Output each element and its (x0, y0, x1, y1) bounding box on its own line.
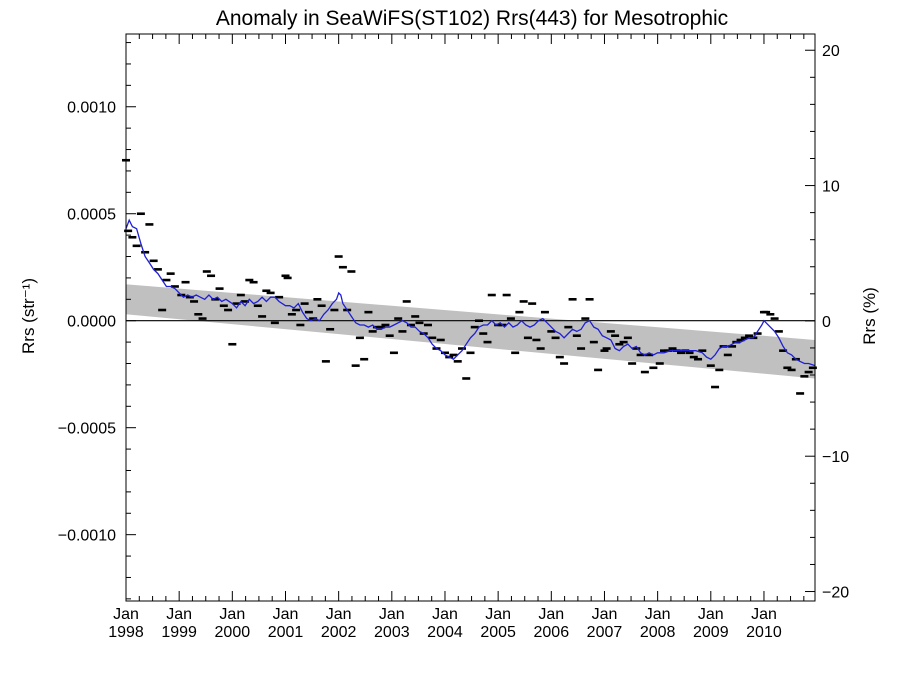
x-tick-year-label: 2008 (640, 624, 676, 641)
y-right-tick-label: 10 (822, 179, 840, 196)
x-tick-year-label: 2009 (693, 624, 729, 641)
x-tick-year-label: 2007 (587, 624, 623, 641)
x-tick-month-label: Jan (592, 606, 618, 623)
x-tick-month-label: Jan (166, 606, 192, 623)
x-tick-month-label: Jan (219, 606, 245, 623)
y-right-tick-label: 20 (822, 43, 840, 60)
x-tick-month-label: Jan (751, 606, 777, 623)
x-tick-month-label: Jan (273, 606, 299, 623)
x-tick-month-label: Jan (698, 606, 724, 623)
x-tick-month-label: Jan (379, 606, 405, 623)
chart-title: Anomaly in SeaWiFS(ST102) Rrs(443) for M… (216, 7, 728, 30)
y-left-tick-label: 0.0010 (67, 100, 116, 117)
x-tick-year-label: 2010 (746, 624, 782, 641)
x-tick-year-label: 2005 (480, 624, 516, 641)
y-axis-right-label: Rrs (%) (860, 287, 879, 345)
x-tick-year-label: 1998 (108, 624, 144, 641)
x-tick-month-label: Jan (538, 606, 564, 623)
x-tick-year-label: 2002 (321, 624, 357, 641)
y-left-tick-label: −0.0005 (58, 421, 116, 438)
running-mean-line (125, 218, 816, 367)
x-tick-month-label: Jan (645, 606, 671, 623)
x-tick-month-label: Jan (485, 606, 511, 623)
y-left-tick-label: 0.0005 (67, 207, 116, 224)
x-tick-year-label: 2004 (427, 624, 463, 641)
x-tick-month-label: Jan (432, 606, 458, 623)
x-tick-year-label: 1999 (161, 624, 197, 641)
y-right-tick-label: 0 (822, 314, 831, 331)
y-right-tick-label: −10 (822, 449, 849, 466)
y-left-tick-label: 0.0000 (67, 314, 116, 331)
x-tick-month-label: Jan (113, 606, 139, 623)
y-axis-left-label: Rrs (str⁻¹) (19, 278, 38, 354)
x-tick-year-label: 2001 (268, 624, 304, 641)
plot-area (122, 158, 817, 395)
y-left-tick-label: −0.0010 (58, 528, 116, 545)
x-tick-month-label: Jan (326, 606, 352, 623)
y-right-tick-label: −20 (822, 585, 849, 602)
plot-frame (125, 33, 816, 602)
x-tick-year-label: 2003 (374, 624, 410, 641)
x-tick-year-label: 2000 (215, 624, 251, 641)
axes: 0.00100.00050.0000−0.0005−0.001020100−10… (58, 34, 849, 641)
x-tick-year-label: 2006 (534, 624, 570, 641)
